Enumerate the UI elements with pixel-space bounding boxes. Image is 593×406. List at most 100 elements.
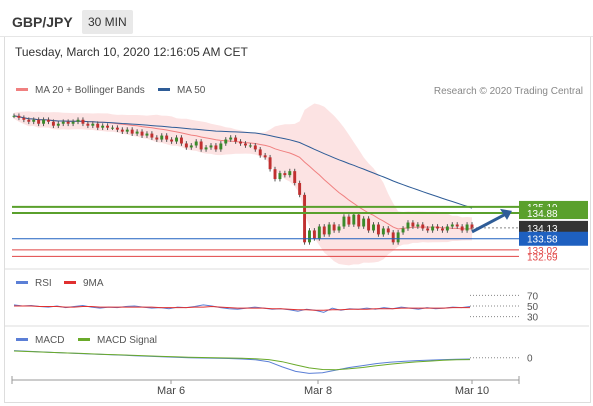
candle-body	[96, 123, 100, 128]
candle-body	[170, 139, 174, 142]
candle-body	[337, 226, 341, 231]
candle-body	[130, 129, 134, 134]
candle-body	[283, 173, 287, 176]
candle-body	[426, 228, 430, 231]
candle-body	[248, 145, 252, 147]
candle-body	[372, 224, 375, 231]
candle-body	[445, 226, 449, 231]
candle-body	[347, 216, 351, 225]
candle-body	[91, 123, 95, 126]
candle-body	[460, 226, 464, 231]
candle-body	[115, 127, 119, 130]
legend-label: MACD	[35, 335, 64, 346]
candle-body	[111, 127, 114, 129]
candle-body	[22, 117, 26, 120]
candle-body	[244, 143, 247, 146]
legend-swatch	[158, 88, 170, 91]
legend-swatch	[16, 338, 28, 341]
candle-body	[51, 121, 55, 126]
legend-swatch	[16, 88, 28, 91]
candle-body	[229, 137, 233, 140]
copyright-text: Research © 2020 Trading Central	[434, 86, 583, 97]
candle-body	[125, 129, 129, 132]
candle-body	[17, 115, 21, 118]
candle-body	[396, 232, 400, 243]
forecast-arrow-head	[500, 208, 512, 220]
rsi-line	[13, 304, 471, 313]
candle-body	[312, 230, 316, 239]
symbol-title: GBP/JPY	[12, 14, 73, 30]
candle-body	[273, 169, 277, 180]
level-label: 133.58	[527, 235, 558, 246]
timestamp: Tuesday, March 10, 2020 12:16:05 AM CET	[15, 45, 248, 59]
candle-body	[239, 141, 242, 144]
candle-body	[27, 119, 31, 122]
candle-body	[268, 157, 272, 170]
candle-body	[32, 119, 36, 122]
rsi-tick-label: 70	[527, 291, 539, 302]
candle-body	[234, 137, 238, 142]
candle-body	[194, 141, 198, 146]
candle-body	[175, 137, 178, 142]
candle-body	[342, 216, 346, 227]
level-tag	[519, 220, 588, 235]
candle-body	[145, 133, 149, 136]
candle-body	[288, 171, 292, 176]
rsi-tick-label: 30	[527, 313, 539, 324]
candle-body	[37, 119, 41, 124]
candle-body	[401, 228, 405, 233]
candle-body	[317, 226, 321, 239]
legend-swatch	[16, 281, 28, 284]
candle-body	[86, 123, 90, 126]
candle-body	[71, 121, 75, 124]
legend-label: 9MA	[83, 278, 104, 289]
candle-body	[352, 214, 356, 225]
candle-body	[204, 147, 208, 150]
legend-label: MA 20 + Bollinger Bands	[35, 85, 145, 96]
candle-body	[406, 222, 410, 229]
legend-label: RSI	[35, 278, 52, 289]
header-bar: GBP/JPY 30 MIN	[0, 0, 593, 37]
candle-body	[140, 131, 144, 136]
legend-label: MA 50	[177, 85, 206, 96]
level-label: 134.88	[527, 209, 558, 220]
candle-body	[209, 145, 213, 148]
candle-body	[253, 145, 257, 150]
candle-body	[411, 222, 415, 227]
level-tag	[519, 207, 588, 220]
level-tag	[519, 231, 588, 246]
candle-body	[160, 135, 164, 140]
candle-body	[155, 137, 159, 140]
candle-body	[450, 224, 454, 227]
candle-body	[120, 129, 124, 132]
rsi-9ma-line	[14, 305, 470, 311]
level-label: 133.02	[527, 246, 558, 257]
candle-body	[263, 155, 267, 158]
candle-body	[327, 224, 331, 235]
legends: MA 20 + Bollinger Bands MA 50 RSI 9MA MACD MA…	[16, 85, 583, 346]
ma50-line	[13, 115, 473, 209]
candle-body	[101, 125, 105, 128]
candle-body	[357, 214, 361, 227]
timeframe-button[interactable]: 30 MIN	[82, 10, 133, 34]
forecast-arrow	[471, 212, 507, 234]
candle-body	[381, 228, 385, 235]
candle-body	[224, 139, 228, 144]
candle-body	[391, 232, 395, 243]
candle-body	[416, 224, 420, 227]
candle-body	[66, 121, 70, 124]
candle-body	[362, 218, 366, 227]
candle-body	[135, 131, 139, 134]
macd-tick-label: 0	[527, 354, 533, 365]
candle-body	[42, 119, 46, 124]
macd-pane: 0	[13, 350, 533, 374]
candle-body	[76, 119, 80, 122]
x-tick-label: Mar 8	[304, 385, 332, 397]
candle-body	[199, 141, 203, 150]
candle-body	[376, 224, 380, 235]
legend-swatch	[78, 338, 90, 341]
candle-body	[436, 226, 439, 229]
candle-body	[298, 183, 302, 195]
